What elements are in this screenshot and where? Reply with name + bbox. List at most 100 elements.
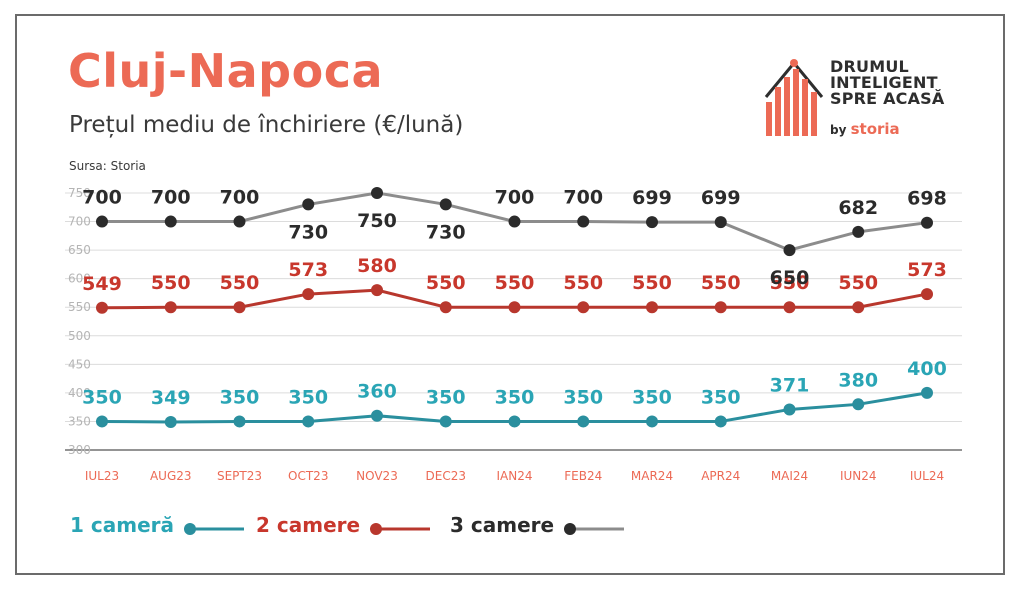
data-point [783,403,796,416]
data-point [508,415,521,428]
brand-by: by storia [830,122,900,138]
data-point [302,415,315,428]
data-label: 550 [770,272,810,294]
data-point [852,301,865,314]
data-point [852,398,865,411]
x-tick-label: AUG23 [150,469,192,483]
data-label: 350 [563,386,603,408]
legend-swatch [184,522,244,535]
brand-line-1: DRUMUL [830,57,909,76]
data-label: 350 [220,386,260,408]
chart-title: Cluj-Napoca [68,44,384,98]
y-tick-label: 300 [68,443,91,457]
data-label: 550 [426,272,466,294]
data-point [714,216,727,229]
data-label: 350 [495,386,535,408]
data-label: 550 [701,272,741,294]
data-label: 730 [288,221,328,243]
data-label: 550 [495,272,535,294]
data-label: 550 [632,272,672,294]
data-point [646,301,658,314]
data-label: 699 [632,187,672,209]
data-point [783,301,796,314]
data-label: 700 [220,187,260,209]
series-2: 549 550 550 573 580 550 550 550 550 550 550 550 573 [82,255,947,314]
data-label: 550 [563,272,603,294]
data-point [164,416,177,429]
data-label: 700 [151,187,191,209]
grid-lines [65,192,962,451]
data-point [921,216,933,229]
data-point [921,288,933,301]
x-tick-label: NOV23 [356,469,398,483]
data-point [714,415,727,428]
chart-subtitle: Prețul mediu de închiriere (€/lună) [69,112,464,138]
legend-label: 3 camere [450,513,555,537]
brand-line-3: SPRE ACASĂ [830,89,945,108]
data-label: 349 [151,387,191,409]
data-label: 550 [838,272,878,294]
x-tick-label: MAR24 [631,469,673,483]
data-point [852,225,865,238]
source-note: Sursa: Storia [69,159,146,173]
data-label: 371 [770,374,810,396]
data-point [439,415,452,428]
data-label: 580 [357,255,397,277]
data-point [233,415,246,428]
data-point [508,215,521,228]
data-point [646,216,658,229]
data-point [96,215,108,228]
data-label: 350 [288,386,328,408]
data-point [577,301,590,314]
data-point [439,198,452,211]
data-label: 730 [426,221,466,243]
data-point [577,215,590,228]
x-tick-label: IUN24 [840,469,877,483]
x-tick-label: SEPT23 [217,469,262,483]
data-label: 350 [701,386,741,408]
data-point [783,244,796,257]
data-point [96,415,108,428]
legend-item-2: 2 camere [256,512,432,538]
data-point [371,187,383,199]
chart-frame [15,14,1005,575]
x-axis: IUL23 AUG23 SEPT23 OCT23 NOV23 DEC23 IAN24 FEB2… [85,469,944,483]
data-point [577,415,590,428]
data-point [96,301,108,314]
legend-label: 1 cameră [70,513,174,537]
y-tick-label: 400 [68,386,91,400]
data-point [302,288,315,301]
data-label: 549 [82,273,122,295]
data-label: 350 [82,386,122,408]
data-point [233,301,246,314]
series-group: 350 349 350 350 360 350 350 350 350 350 371 380 400 5… [82,187,947,429]
x-tick-label: FEB24 [564,469,602,483]
x-tick-label: APR24 [701,469,740,483]
series-1: 350 349 350 350 360 350 350 350 350 350 371 380 400 [82,358,947,429]
data-label: 550 [151,272,191,294]
brand-logo: DRUMUL INTELIGENT SPRE ACASĂ by storia [762,57,972,142]
brand-line-2: INTELIGENT [830,73,938,92]
data-label: 650 [770,267,810,289]
y-tick-label: 500 [68,329,91,343]
data-point [439,301,452,314]
legend-item-1: 1 cameră [70,512,246,538]
y-tick-label: 700 [68,215,91,229]
data-label: 700 [563,187,603,209]
data-label: 700 [495,187,535,209]
data-point [164,215,177,228]
y-tick-label: 350 [68,414,91,428]
y-tick-label: 750 [68,186,91,200]
house-bars-icon [764,59,824,136]
y-tick-label: 650 [68,243,91,257]
data-point [302,198,315,211]
data-label: 350 [426,386,466,408]
data-label: 360 [357,381,397,403]
x-tick-label: MAI24 [771,469,808,483]
data-label: 682 [838,197,878,219]
data-label: 699 [701,187,741,209]
data-label: 400 [907,358,947,380]
data-point [371,284,383,297]
data-point [508,301,521,314]
